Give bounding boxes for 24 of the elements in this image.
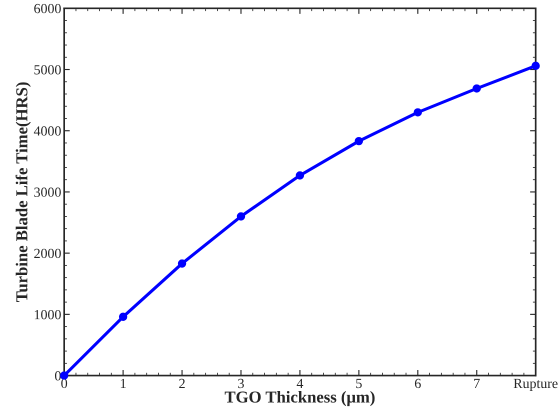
x-tick-label: 7 (474, 378, 480, 388)
point (118, 312, 128, 321)
x-tick-label: 5 (356, 378, 362, 388)
x-tick-label: 1 (120, 378, 126, 388)
point (236, 212, 246, 221)
x-axis-title: TGO Thickness (μm) (224, 390, 375, 406)
y-tick-label: 6000 (34, 4, 61, 14)
y-tick-label: 4000 (34, 126, 61, 136)
x-tick-label: 3 (238, 378, 244, 388)
point (414, 108, 422, 117)
y-tick-label: 1000 (34, 310, 61, 320)
y-tick-label: 2000 (34, 248, 61, 258)
x-tick-label: 4 (296, 378, 304, 388)
point (296, 171, 304, 180)
x-tick-label: 2 (179, 378, 185, 388)
point (532, 62, 540, 70)
x-tick-label: Rupture (514, 378, 558, 391)
point (354, 136, 364, 146)
y-axis-title: Turbine Blade Life Time(HRS) (16, 82, 31, 302)
point (178, 259, 186, 268)
x-tick-label: 6 (414, 378, 421, 388)
point (472, 84, 481, 93)
y-tick-label: 3000 (34, 188, 61, 197)
y-tick-label: 5000 (34, 65, 61, 74)
